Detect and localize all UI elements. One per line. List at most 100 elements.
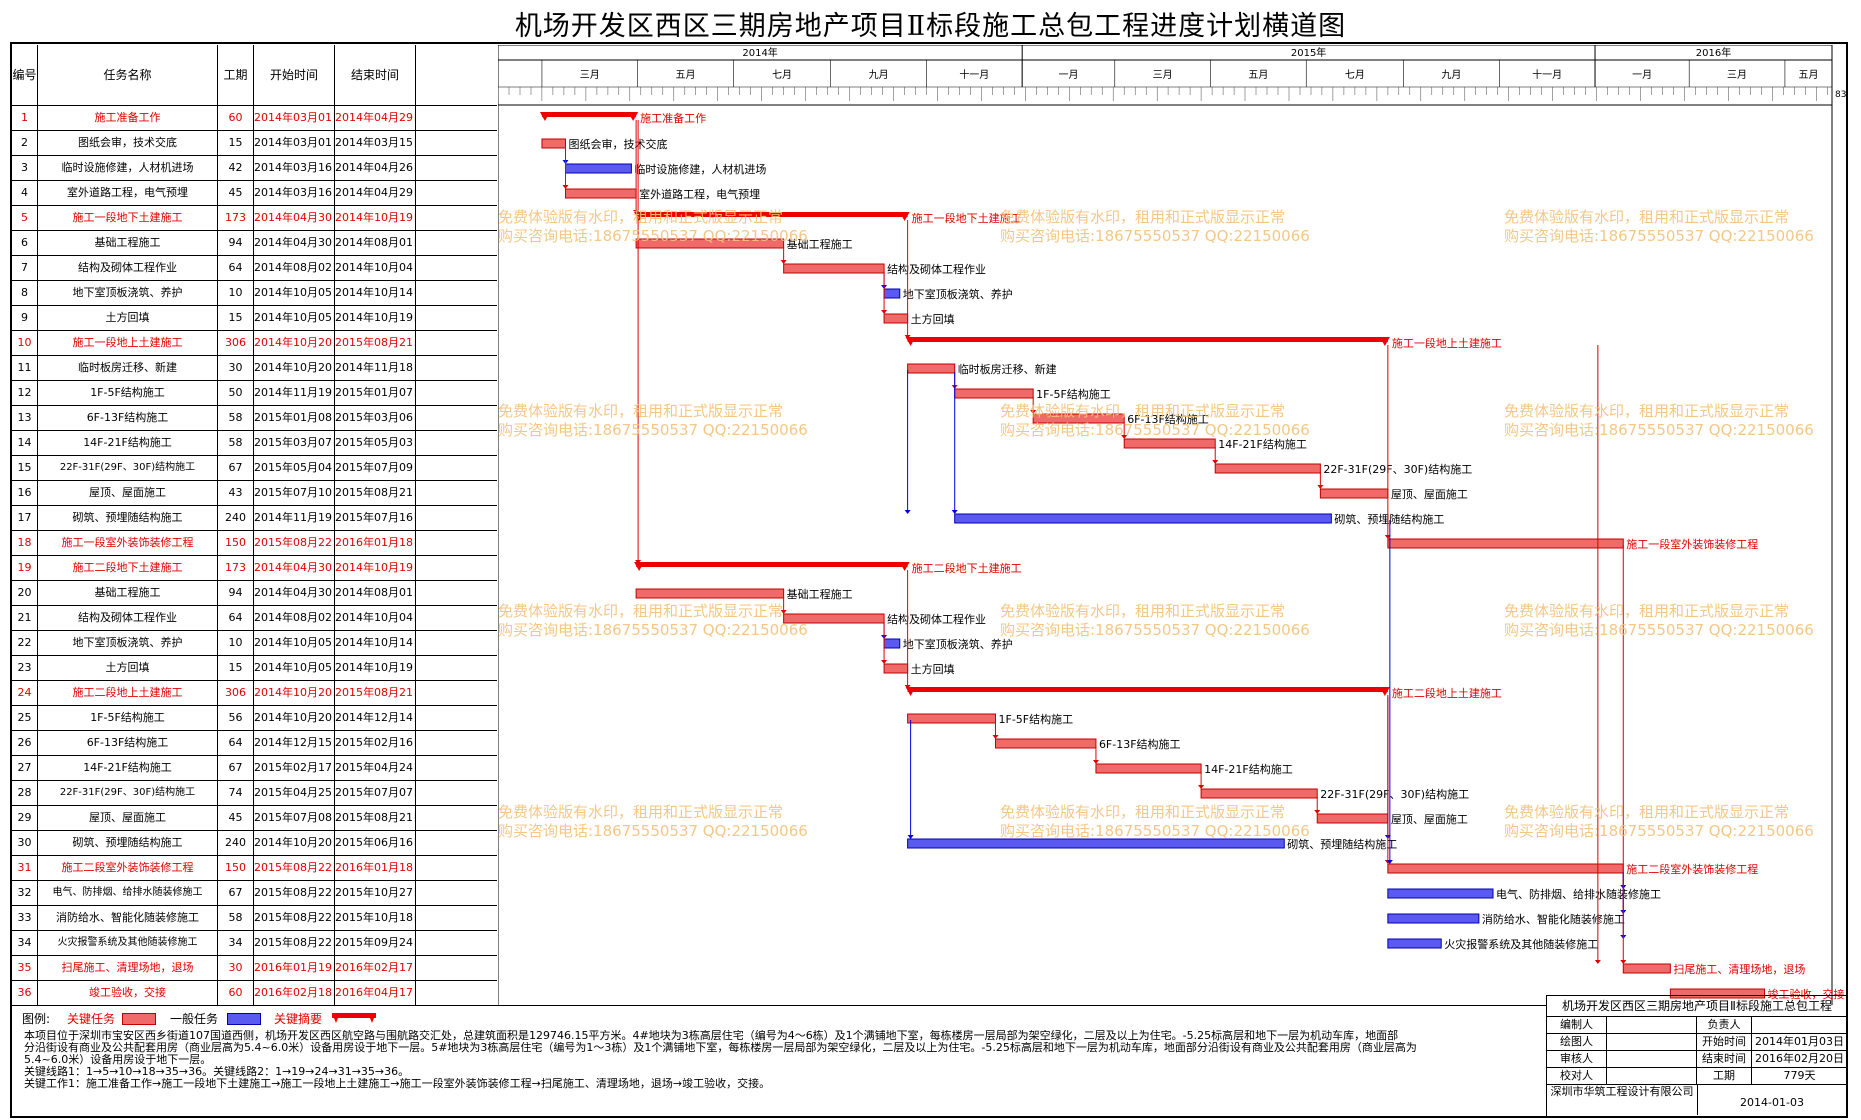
table-row[interactable]: 26 6F-13F结构施工 64 2014年12月15日 2015年02月16日: [12, 731, 497, 756]
table-row[interactable]: 33 消防给水、智能化随装修施工 58 2015年08月22日 2015年10月18日: [12, 906, 497, 931]
cell-end: 2014年11月18日: [335, 356, 416, 380]
cell-start: 2015年07月10日: [254, 481, 335, 505]
table-row[interactable]: 30 砌筑、预埋随结构施工 240 2014年10月20日 2015年06月16日: [12, 831, 497, 856]
table-row[interactable]: 9 土方回填 15 2014年10月05日 2014年10月19日: [12, 306, 497, 331]
table-row[interactable]: 34 火灾报警系统及其他随装修施工 34 2015年08月22日 2015年09月24日: [12, 931, 497, 956]
table-row[interactable]: 10 施工一段地上土建施工 306 2014年10月20日 2015年08月21日: [12, 331, 497, 356]
bar-label: 结构及砌体工程作业: [887, 262, 986, 276]
table-row[interactable]: 31 施工二段室外装饰装修工程 150 2015年08月22日 2016年01月18日: [12, 856, 497, 881]
table-row[interactable]: 20 基础工程施工 94 2014年04月30日 2014年08月01日: [12, 581, 497, 606]
task-bar: [1032, 413, 1125, 424]
cell-end: 2014年04月26日: [335, 156, 416, 180]
table-row[interactable]: 13 6F-13F结构施工 58 2015年01月08日 2015年03月06日: [12, 406, 497, 431]
cell-start: 2015年04月25日: [254, 781, 335, 805]
cell-id: 30: [12, 831, 38, 855]
table-row[interactable]: 24 施工二段地上土建施工 306 2014年10月20日 2015年08月21日: [12, 681, 497, 706]
table-row[interactable]: 15 22F-31F(29F、30F)结构施工 67 2015年05月04日 2015年…: [12, 456, 497, 481]
cell-id: 2: [12, 131, 38, 155]
table-row[interactable]: 5 施工一段地下土建施工 173 2014年04月30日 2014年10月19日: [12, 206, 497, 231]
cell-end: 2014年10月14日: [335, 631, 416, 655]
cell-start: 2014年04月30日: [254, 556, 335, 580]
cell-start: 2016年02月18日: [254, 981, 335, 1005]
cell-start: 2014年10月05日: [254, 631, 335, 655]
cell-end: 2015年09月24日: [335, 931, 416, 955]
cell-name: 竣工验收，交接: [38, 981, 218, 1005]
cell-start: 2014年10月20日: [254, 356, 335, 380]
table-row[interactable]: 21 结构及砌体工程作业 64 2014年08月02日 2014年10月04日: [12, 606, 497, 631]
cell-name: 砌筑、预埋随结构施工: [38, 506, 218, 530]
task-bar: [783, 263, 885, 274]
task-bar: [1200, 788, 1318, 799]
editor-label: 编制人: [1547, 1017, 1607, 1033]
task-bar: [883, 638, 901, 649]
owner-label: 负责人: [1697, 1017, 1752, 1033]
table-row[interactable]: 22 地下室顶板浇筑、养护 10 2014年10月05日 2014年10月14日: [12, 631, 497, 656]
table-row[interactable]: 7 结构及砌体工程作业 64 2014年08月02日 2014年10月04日: [12, 256, 497, 281]
table-row[interactable]: 3 临时设施修建，人材机进场 42 2014年03月16日 2014年04月26日: [12, 156, 497, 181]
cell-start: 2014年10月20日: [254, 681, 335, 705]
table-row[interactable]: 17 砌筑、预埋随结构施工 240 2014年11月19日 2015年07月16日: [12, 506, 497, 531]
cell-dur: 173: [218, 206, 254, 230]
cell-name: 结构及砌体工程作业: [38, 256, 218, 280]
table-row[interactable]: 2 图纸会审，技术交底 15 2014年03月01日 2014年03月15日: [12, 131, 497, 156]
summary-cap-right: [899, 212, 910, 221]
cell-name: 地下室顶板浇筑、养护: [38, 631, 218, 655]
table-row[interactable]: 14 14F-21F结构施工 58 2015年03月07日 2015年05月03日: [12, 431, 497, 456]
plan-date: 2014-01-03: [1740, 1096, 1804, 1109]
page-title: 机场开发区西区三期房地产项目Ⅱ标段施工总包工程进度计划横道图: [514, 11, 1347, 42]
bar-label: 结构及砌体工程作业: [887, 612, 986, 626]
bar-label: 施工准备工作: [640, 111, 706, 125]
table-row[interactable]: 28 22F-31F(29F、30F)结构施工 74 2015年04月25日 2015年…: [12, 781, 497, 806]
table-row[interactable]: 29 屋顶、屋面施工 45 2015年07月08日 2015年08月21日: [12, 806, 497, 831]
table-row[interactable]: 27 14F-21F结构施工 67 2015年02月17日 2015年04月24日: [12, 756, 497, 781]
cell-start: 2014年10月05日: [254, 306, 335, 330]
chart-frame: [10, 42, 1848, 1118]
cell-dur: 67: [218, 881, 254, 905]
table-row[interactable]: 6 基础工程施工 94 2014年04月30日 2014年08月01日: [12, 231, 497, 256]
cell-end: 2015年01月07日: [335, 381, 416, 405]
cell-start: 2015年07月08日: [254, 806, 335, 830]
cell-name: 土方回填: [38, 656, 218, 680]
cell-id: 23: [12, 656, 38, 680]
cell-id: 36: [12, 981, 38, 1005]
col-dur-header: 工期: [218, 45, 254, 105]
cell-id: 21: [12, 606, 38, 630]
table-row[interactable]: 8 地下室顶板浇筑、养护 10 2014年10月05日 2014年10月14日: [12, 281, 497, 306]
cell-id: 16: [12, 481, 38, 505]
table-row[interactable]: 1 施工准备工作 60 2014年03月01日 2014年04月29日: [12, 106, 497, 131]
cell-end: 2015年06月16日: [335, 831, 416, 855]
cell-dur: 45: [218, 181, 254, 205]
month-label: 五月: [1798, 69, 1818, 81]
bar-label: 施工二段室外装饰装修工程: [1626, 862, 1758, 876]
note-line: 5.4~6.0米）设备用房设于地下一层。: [24, 1054, 212, 1066]
cell-dur: 94: [218, 231, 254, 255]
table-row[interactable]: 23 土方回填 15 2014年10月05日 2014年10月19日: [12, 656, 497, 681]
task-bar: [783, 613, 885, 624]
table-row[interactable]: 32 电气、防排烟、给排水随装修施工 67 2015年08月22日 2015年10月27…: [12, 881, 497, 906]
table-row[interactable]: 19 施工二段地下土建施工 173 2014年04月30日 2014年10月19日: [12, 556, 497, 581]
table-row[interactable]: 4 室外道路工程，电气预埋 45 2014年03月16日 2014年04月29日: [12, 181, 497, 206]
cell-id: 24: [12, 681, 38, 705]
cell-id: 28: [12, 781, 38, 805]
bar-label: 施工二段地下土建施工: [912, 561, 1022, 575]
cell-end: 2014年10月14日: [335, 281, 416, 305]
cell-dur: 43: [218, 481, 254, 505]
bar-label: 屋顶、屋面施工: [1391, 488, 1468, 501]
bar-label: 土方回填: [911, 312, 955, 326]
cell-name: 施工一段地下土建施工: [38, 206, 218, 230]
cell-start: 2014年12月15日: [254, 731, 335, 755]
table-row[interactable]: 12 1F-5F结构施工 50 2014年11月19日 2015年01月07日: [12, 381, 497, 406]
table-row[interactable]: 18 施工一段室外装饰装修工程 150 2015年08月22日 2016年01月18日: [12, 531, 497, 556]
cell-end: 2014年04月29日: [335, 181, 416, 205]
table-row[interactable]: 25 1F-5F结构施工 56 2014年10月20日 2014年12月14日: [12, 706, 497, 731]
table-row[interactable]: 35 扫尾施工、清理场地，退场 30 2016年01月19日 2016年02月17日: [12, 956, 497, 981]
bar-label: 临时板房迁移、新建: [958, 362, 1057, 376]
bar-label: 基础工程施工: [787, 238, 853, 251]
table-row[interactable]: 16 屋顶、屋面施工 43 2015年07月10日 2015年08月21日: [12, 481, 497, 506]
task-bar: [1387, 888, 1494, 899]
table-row[interactable]: 36 竣工验收，交接 60 2016年02月18日 2016年04月17日: [12, 981, 497, 1006]
bar-label: 消防给水、智能化随装修施工: [1482, 912, 1625, 926]
table-row[interactable]: 11 临时板房迁移、新建 30 2014年10月20日 2014年11月18日: [12, 356, 497, 381]
cell-dur: 150: [218, 531, 254, 555]
cell-end: 2014年10月19日: [335, 306, 416, 330]
